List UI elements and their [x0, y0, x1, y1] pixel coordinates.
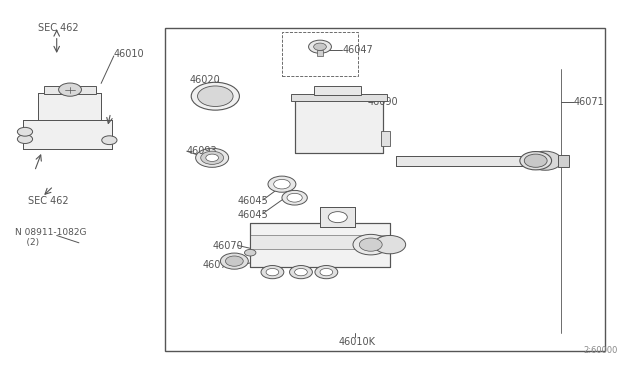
Bar: [294, 100, 383, 153]
Circle shape: [374, 235, 406, 254]
Text: 46010: 46010: [114, 49, 145, 59]
Bar: [317, 51, 323, 56]
Circle shape: [353, 234, 388, 255]
Circle shape: [308, 40, 332, 53]
Text: 46047: 46047: [342, 45, 373, 55]
Circle shape: [520, 151, 552, 170]
Bar: [396, 155, 536, 166]
Bar: [44, 86, 96, 94]
Text: N 08911-1082G
    (2): N 08911-1082G (2): [15, 228, 87, 247]
Circle shape: [196, 148, 228, 167]
Bar: [282, 32, 358, 76]
Text: 2:60000: 2:60000: [584, 346, 618, 355]
Circle shape: [529, 151, 562, 170]
Text: 46071: 46071: [574, 97, 605, 107]
Circle shape: [287, 193, 302, 202]
Bar: [320, 207, 355, 227]
Bar: [23, 120, 112, 149]
Circle shape: [206, 154, 218, 161]
Circle shape: [328, 212, 348, 223]
Text: 46090: 46090: [367, 97, 398, 107]
Bar: [291, 94, 387, 101]
Circle shape: [17, 135, 33, 144]
Circle shape: [102, 136, 117, 145]
Text: 46093: 46093: [187, 146, 218, 156]
Circle shape: [59, 83, 81, 96]
Bar: [250, 223, 390, 267]
Circle shape: [320, 269, 333, 276]
Bar: [38, 93, 101, 120]
Circle shape: [261, 266, 284, 279]
Text: 46045: 46045: [237, 196, 268, 206]
Circle shape: [314, 43, 326, 51]
Bar: [558, 155, 570, 167]
Circle shape: [289, 266, 312, 279]
Circle shape: [274, 179, 290, 189]
Text: 46045: 46045: [237, 210, 268, 220]
Circle shape: [198, 86, 233, 106]
Text: 46070A: 46070A: [203, 260, 240, 270]
Circle shape: [244, 249, 256, 256]
Circle shape: [201, 151, 223, 164]
Circle shape: [294, 269, 307, 276]
Circle shape: [524, 154, 547, 167]
Bar: [250, 223, 390, 267]
Text: 46070: 46070: [212, 241, 243, 251]
Bar: [314, 86, 361, 95]
Bar: [294, 100, 383, 153]
Circle shape: [220, 253, 248, 269]
Bar: [381, 131, 390, 146]
Bar: [320, 207, 355, 227]
Text: SEC 462: SEC 462: [28, 196, 68, 206]
Text: 46020: 46020: [190, 75, 221, 85]
Circle shape: [17, 127, 33, 136]
Text: 46010K: 46010K: [339, 337, 376, 347]
Text: SEC 462: SEC 462: [38, 23, 78, 33]
Circle shape: [315, 266, 338, 279]
Circle shape: [266, 269, 279, 276]
Bar: [396, 155, 536, 166]
Circle shape: [225, 256, 243, 266]
Circle shape: [359, 238, 382, 251]
Bar: [164, 28, 605, 351]
Bar: [250, 235, 390, 249]
Circle shape: [191, 82, 239, 110]
Circle shape: [282, 190, 307, 205]
Circle shape: [268, 176, 296, 192]
Bar: [38, 93, 101, 120]
Bar: [23, 120, 112, 149]
